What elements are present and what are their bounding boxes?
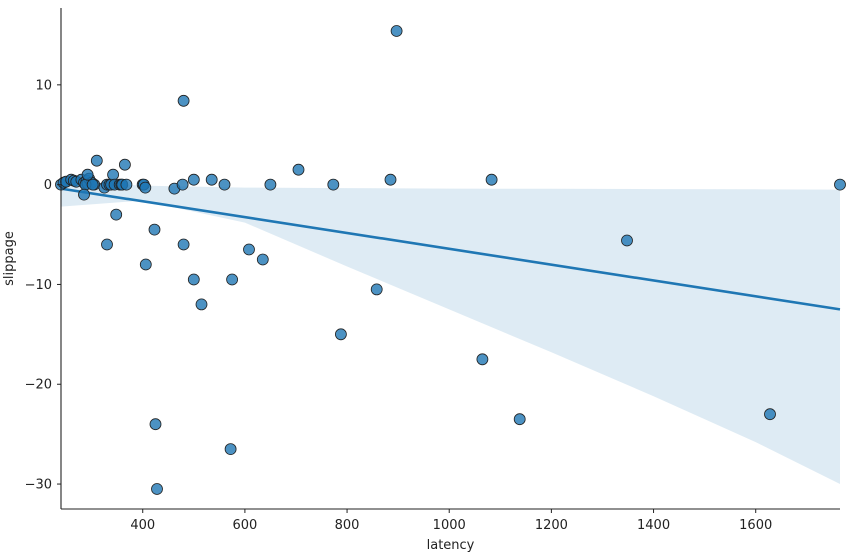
data-point: [205, 173, 218, 186]
y-tick-label: −30: [25, 478, 52, 493]
x-tick-label: 600: [232, 518, 257, 533]
data-point: [187, 273, 200, 286]
data-point: [139, 181, 152, 194]
y-tick-label: −10: [25, 278, 52, 293]
data-point: [834, 178, 846, 191]
data-point: [177, 94, 190, 107]
data-point: [476, 353, 489, 366]
data-point: [90, 154, 103, 167]
data-point: [151, 483, 163, 495]
x-tick-label: 800: [335, 518, 360, 533]
x-axis-label: latency: [427, 538, 475, 552]
data-point: [370, 283, 383, 296]
data-point: [384, 173, 397, 186]
data-point: [139, 258, 152, 271]
data-point: [224, 443, 237, 456]
x-tick-label: 1600: [739, 518, 772, 533]
data-point: [107, 168, 119, 181]
x-tick-label: 1200: [535, 518, 568, 533]
regression-line-layer: [60, 187, 841, 311]
data-point: [218, 178, 231, 191]
data-point: [78, 188, 90, 201]
x-tick-label: 1000: [433, 518, 466, 533]
data-point: [86, 178, 99, 191]
data-point: [334, 328, 347, 341]
data-point: [327, 178, 340, 191]
data-point: [81, 168, 94, 181]
data-point: [226, 273, 239, 286]
y-tick-label: 10: [35, 78, 52, 93]
data-point: [177, 238, 190, 251]
confidence-band: [61, 181, 840, 484]
data-point: [149, 418, 162, 431]
y-ticks: −30 −20 −10 0 10: [25, 78, 61, 493]
data-point: [390, 25, 403, 37]
x-tick-label: 1400: [637, 518, 670, 533]
regression-line: [60, 187, 841, 311]
y-axis-label: slippage: [2, 231, 17, 286]
axes-layer: [60, 8, 840, 510]
data-point: [195, 298, 208, 311]
x-tick-label: 400: [130, 518, 155, 533]
y-tick-label: 0: [44, 178, 52, 193]
data-point: [485, 173, 498, 186]
data-point: [621, 234, 633, 247]
confidence-band-layer: [61, 181, 840, 484]
data-points-layer: [55, 25, 846, 495]
data-point: [119, 158, 131, 171]
data-point: [292, 163, 305, 176]
data-point: [764, 408, 776, 421]
data-point: [120, 178, 133, 191]
y-tick-label: −20: [25, 378, 52, 393]
data-point: [101, 238, 113, 251]
data-point: [264, 178, 277, 191]
data-point: [176, 178, 189, 191]
data-point: [243, 243, 255, 256]
data-point: [256, 253, 269, 266]
data-point: [148, 223, 161, 236]
data-point: [513, 413, 526, 426]
data-point: [110, 208, 123, 221]
x-ticks: 400 600 800 1000 1200 1400 1600: [130, 509, 772, 533]
data-point: [187, 173, 200, 186]
